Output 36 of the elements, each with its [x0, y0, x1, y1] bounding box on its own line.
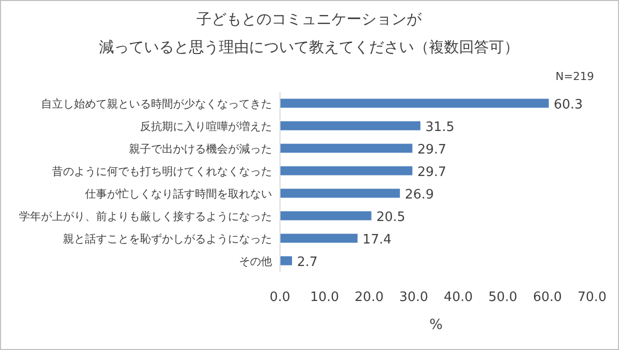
chart-subtitle: 減っていると思う理由について教えてください（複数回答可） — [99, 38, 519, 56]
x-tick-label: 40.0 — [444, 290, 473, 305]
y-tick-label: 自立し始めて親といる時間が少なくなってきた — [41, 97, 272, 110]
y-tick-label: 仕事が忙しくなり話す時間を取れない — [85, 187, 272, 200]
x-tick-label: 10.0 — [310, 290, 340, 305]
bar — [280, 234, 358, 243]
data-label: 29.7 — [417, 164, 446, 180]
data-label: 17.4 — [362, 232, 392, 248]
y-tick-label: 昔のように何でも打ち明けてくれなくなった — [52, 164, 272, 178]
bar — [280, 144, 412, 153]
x-axis-title: % — [429, 317, 443, 333]
x-tick-label: 20.0 — [354, 290, 384, 305]
bar — [280, 188, 400, 198]
bar — [280, 256, 292, 266]
y-tick-label: その他 — [239, 254, 272, 268]
data-label: 29.7 — [417, 142, 446, 158]
x-tick-label: 70.0 — [578, 290, 606, 305]
bar — [280, 121, 420, 130]
bar — [280, 166, 412, 176]
x-tick-label: 30.0 — [399, 290, 428, 305]
bar — [280, 98, 549, 108]
bar — [280, 211, 372, 220]
x-tick-label: 0.0 — [270, 290, 290, 305]
data-label: 20.5 — [376, 210, 406, 225]
chart-title: 子どもとのコミュニケーションが — [196, 10, 422, 28]
x-tick-label: 60.0 — [532, 290, 562, 305]
x-tick-label: 50.0 — [488, 290, 518, 305]
data-label: 2.7 — [297, 254, 318, 270]
y-tick-label: 親と話すことを恥ずかしがるようになった — [63, 232, 272, 246]
y-tick-label: 学年が上がり、前よりも厳しく接するようになった — [19, 210, 272, 223]
y-tick-label: 反抗期に入り喧嘩が増えた — [140, 120, 272, 133]
y-tick-label: 親子で出かける機会が減った — [129, 142, 272, 156]
data-label: 26.9 — [404, 187, 434, 202]
text: N=219 — [556, 70, 594, 83]
data-label: 31.5 — [425, 120, 454, 135]
data-label: 60.3 — [554, 97, 583, 112]
